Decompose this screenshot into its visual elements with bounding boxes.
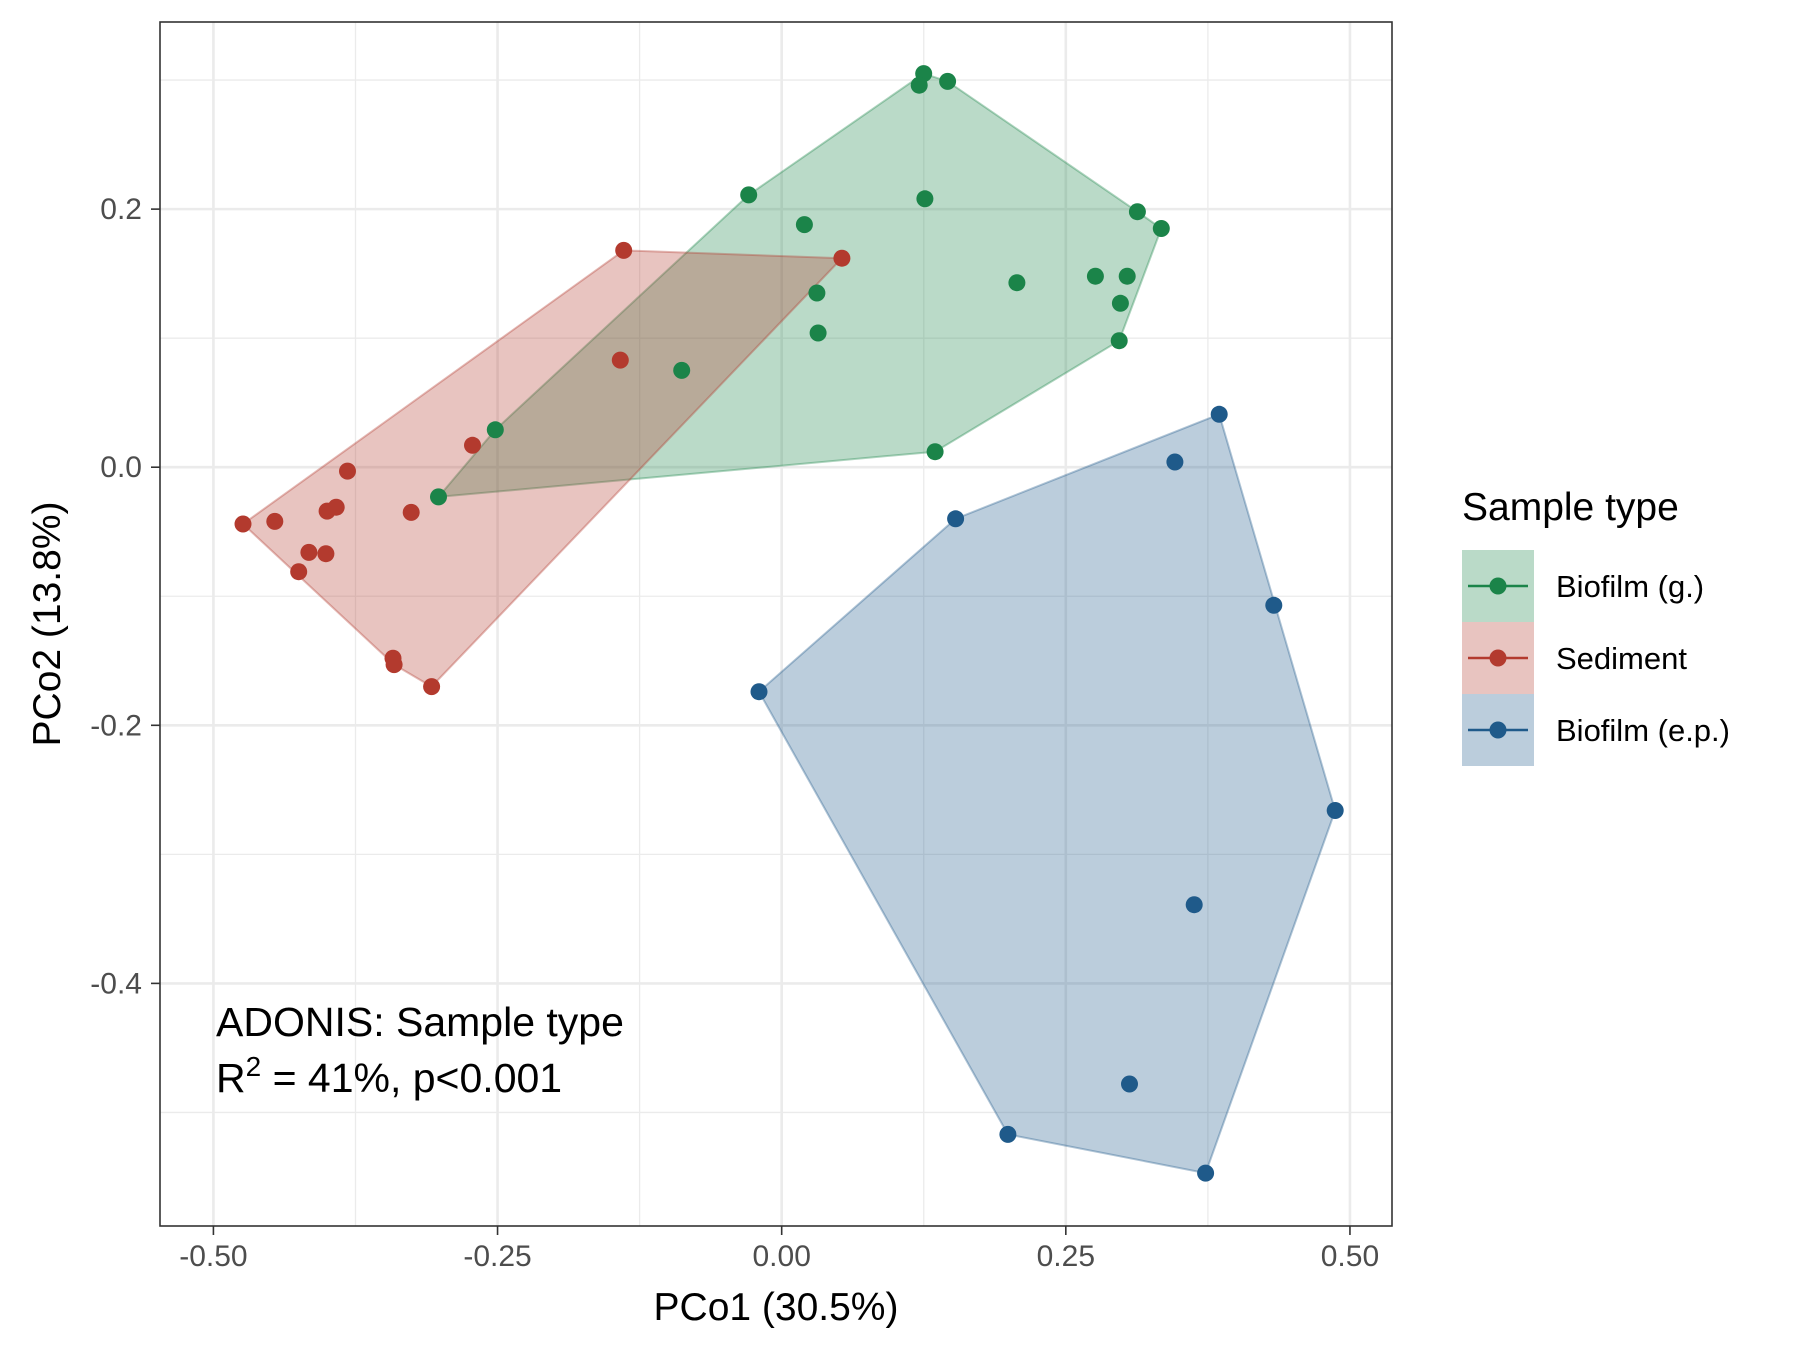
point-sediment: [402, 503, 420, 521]
point-biofilm-e-p: [1326, 802, 1344, 819]
point-biofilm-g: [740, 186, 758, 204]
y-tick-label: 0.0: [100, 451, 142, 484]
x-axis-title: PCo1 (30.5%): [654, 1286, 899, 1329]
point-sediment: [317, 545, 335, 563]
legend-key-point: [1489, 577, 1507, 595]
hull-layer: [242, 72, 1337, 1175]
point-biofilm-g: [430, 488, 447, 506]
legend-label: Biofilm (e.p.): [1556, 713, 1730, 748]
annotation-line-1: ADONIS: Sample type: [216, 999, 624, 1045]
x-tick-label: -0.25: [463, 1240, 531, 1273]
point-sediment: [833, 249, 851, 267]
legend-key-point: [1489, 649, 1507, 667]
point-biofilm-g: [809, 324, 827, 342]
point-biofilm-g: [926, 443, 944, 461]
point-sediment: [318, 502, 336, 520]
x-axis-ticks: -0.50 -0.25 0.00 0.25 0.50: [179, 1226, 1379, 1273]
point-biofilm-g: [939, 72, 957, 90]
point-sediment: [464, 436, 481, 454]
point-sediment: [423, 678, 441, 696]
legend-label: Sediment: [1556, 641, 1687, 676]
point-biofilm-g: [795, 216, 813, 234]
point-sediment: [339, 462, 356, 480]
point-biofilm-g: [1111, 294, 1129, 312]
panel-border: [159, 21, 1393, 1227]
points-layer: [234, 65, 1344, 1182]
point-biofilm-g: [916, 190, 934, 208]
annotation-stats: = 41%, p<0.001: [261, 1055, 562, 1101]
point-sediment: [385, 656, 403, 674]
adonis-annotation: ADONIS: Sample type R2 = 41%, p<0.001: [216, 999, 624, 1101]
point-biofilm-e-p: [1265, 596, 1283, 614]
point-biofilm-e-p: [1210, 405, 1228, 423]
annotation-r: R: [216, 1055, 246, 1101]
y-axis-ticks: -0.4 -0.2 0.0 0.2: [90, 193, 160, 1000]
point-sediment: [615, 241, 633, 259]
point-sediment: [266, 512, 284, 530]
point-biofilm-g: [1152, 220, 1170, 237]
point-biofilm-g: [808, 284, 826, 302]
legend-key-point: [1489, 721, 1507, 739]
y-tick-label: -0.2: [90, 709, 142, 742]
point-biofilm-e-p: [750, 683, 768, 701]
legend-label: Biofilm (g.): [1556, 569, 1704, 604]
y-tick-label: 0.2: [100, 193, 142, 226]
y-axis-title: PCo2 (13.8%): [26, 502, 69, 747]
legend-item-biofilm-e-p: Biofilm (e.p.): [1462, 694, 1730, 766]
x-tick-label: 0.00: [752, 1240, 810, 1273]
point-sediment: [290, 563, 308, 581]
point-sediment: [234, 515, 252, 533]
point-biofilm-g: [486, 421, 504, 439]
point-biofilm-g: [673, 361, 691, 379]
point-biofilm-e-p: [1197, 1164, 1215, 1182]
grid-major: [160, 22, 1392, 1226]
point-biofilm-g: [910, 76, 928, 94]
grid-minor: [160, 22, 1392, 1226]
point-biofilm-g: [1086, 267, 1104, 285]
hull-sediment: [242, 249, 843, 688]
hull-biofilm-g: [437, 72, 1163, 498]
annotation-line-2: R2 = 41%, p<0.001: [216, 1051, 562, 1101]
x-tick-label: -0.50: [179, 1240, 247, 1273]
point-biofilm-e-p: [999, 1125, 1017, 1143]
point-biofilm-g: [1128, 203, 1146, 221]
legend-item-biofilm-g: Biofilm (g.): [1462, 550, 1704, 622]
legend: Sample type Biofilm (g.) Sediment Biofilm …: [1462, 486, 1730, 766]
x-tick-label: 0.50: [1321, 1240, 1379, 1273]
legend-title: Sample type: [1462, 486, 1679, 529]
point-biofilm-g: [1110, 332, 1128, 350]
point-sediment: [300, 543, 318, 561]
point-biofilm-g: [1008, 274, 1026, 292]
annotation-superscript: 2: [246, 1051, 262, 1082]
point-biofilm-e-p: [1121, 1075, 1138, 1093]
y-tick-label: -0.4: [90, 967, 142, 1000]
point-biofilm-e-p: [947, 510, 965, 528]
point-biofilm-g: [1118, 267, 1136, 285]
point-biofilm-e-p: [1185, 896, 1203, 914]
point-sediment: [611, 351, 629, 369]
x-tick-label: 0.25: [1037, 1240, 1095, 1273]
point-biofilm-e-p: [1166, 453, 1184, 471]
legend-item-sediment: Sediment: [1462, 622, 1687, 694]
